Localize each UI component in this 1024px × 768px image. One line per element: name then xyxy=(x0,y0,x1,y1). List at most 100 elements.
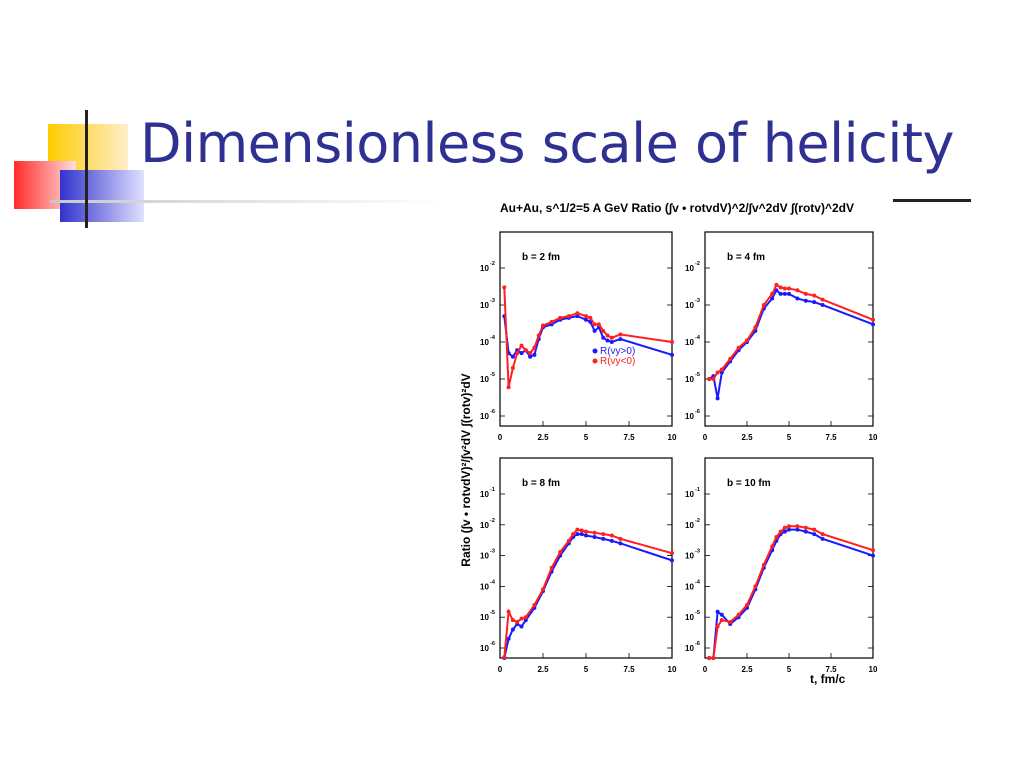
data-point xyxy=(549,565,554,570)
data-point xyxy=(592,322,597,327)
y-tick-label: 10 xyxy=(685,613,694,622)
y-tick-exponent: -5 xyxy=(695,372,700,378)
data-point xyxy=(770,291,775,296)
data-point xyxy=(579,528,584,533)
data-point xyxy=(753,584,758,589)
panel-title: b = 4 fm xyxy=(727,252,765,263)
y-tick-exponent: -6 xyxy=(695,641,700,647)
x-tick-label: 10 xyxy=(869,433,878,442)
data-point xyxy=(575,532,580,537)
y-tick-label: 10 xyxy=(480,375,489,384)
data-point xyxy=(609,533,614,538)
data-point xyxy=(618,337,623,342)
data-point xyxy=(519,351,524,356)
panel-title: b = 10 fm xyxy=(727,478,771,489)
data-point xyxy=(753,325,758,330)
data-point xyxy=(609,340,614,344)
x-tick-label: 0 xyxy=(703,665,708,674)
data-point xyxy=(812,527,817,532)
data-point xyxy=(515,619,520,624)
data-point xyxy=(782,525,787,530)
y-tick-exponent: -3 xyxy=(490,549,495,555)
data-point xyxy=(605,338,610,343)
y-tick-label: 10 xyxy=(480,613,489,622)
data-point xyxy=(778,291,783,296)
data-point xyxy=(596,322,601,327)
panel-frame xyxy=(704,231,874,427)
x-tick-label: 7.5 xyxy=(825,433,837,442)
data-point xyxy=(584,529,588,534)
x-tick-label: 2.5 xyxy=(537,433,549,442)
data-point xyxy=(820,532,825,537)
data-point xyxy=(774,282,779,287)
y-tick-exponent: -5 xyxy=(490,372,495,378)
data-point xyxy=(506,609,511,614)
data-point xyxy=(715,609,720,614)
data-point xyxy=(575,527,580,532)
data-point xyxy=(541,587,545,592)
title-underline-right xyxy=(893,199,971,202)
data-point xyxy=(736,345,741,350)
data-point xyxy=(795,524,800,529)
data-point xyxy=(787,527,791,532)
y-tick-label: 10 xyxy=(685,338,694,347)
y-tick-label: 10 xyxy=(685,301,694,310)
data-point xyxy=(592,530,597,535)
y-tick-exponent: -5 xyxy=(490,610,495,616)
x-tick-label: 10 xyxy=(668,433,677,442)
data-point xyxy=(719,618,724,623)
data-point xyxy=(715,370,720,375)
data-point xyxy=(871,553,875,558)
horizontal-rule xyxy=(50,200,446,203)
data-point xyxy=(787,524,791,529)
y-tick-label: 10 xyxy=(480,490,489,499)
y-tick-label: 10 xyxy=(480,338,489,347)
data-point xyxy=(588,315,593,320)
y-tick-label: 10 xyxy=(685,582,694,591)
data-point xyxy=(528,354,533,359)
y-tick-exponent: -6 xyxy=(490,409,495,415)
data-point xyxy=(618,536,623,541)
x-tick-label: 10 xyxy=(668,665,677,674)
data-point xyxy=(795,527,800,532)
data-point xyxy=(571,532,576,537)
y-tick-exponent: -4 xyxy=(695,335,701,341)
data-point xyxy=(707,377,712,381)
data-point xyxy=(871,322,875,327)
y-tick-exponent: -5 xyxy=(695,610,700,616)
data-point xyxy=(566,538,571,543)
data-point xyxy=(532,352,537,357)
data-point xyxy=(728,619,733,624)
data-point xyxy=(812,532,817,537)
data-point xyxy=(515,351,520,356)
data-point xyxy=(745,338,749,343)
data-point xyxy=(795,288,800,293)
y-tick-exponent: -6 xyxy=(695,409,700,415)
x-tick-label: 10 xyxy=(869,665,878,674)
data-point xyxy=(601,335,606,340)
data-point xyxy=(618,332,623,337)
data-point xyxy=(728,356,733,361)
panel-title: b = 8 fm xyxy=(522,478,560,489)
data-point xyxy=(761,562,766,567)
x-tick-label: 2.5 xyxy=(741,665,753,674)
y-tick-exponent: -4 xyxy=(490,335,496,341)
x-tick-label: 2.5 xyxy=(741,433,753,442)
panel-3: 10 -110 -210 -310 -410 -510 -60 2.5 5 7.5 10b = 8 … xyxy=(480,457,677,674)
data-point xyxy=(510,365,515,370)
data-point xyxy=(549,319,554,324)
data-point xyxy=(510,354,515,359)
y-tick-exponent: -3 xyxy=(695,549,700,555)
vertical-rule xyxy=(85,110,88,228)
data-point xyxy=(579,532,584,537)
data-point xyxy=(715,396,720,401)
data-point xyxy=(502,655,507,660)
y-tick-exponent: -1 xyxy=(490,487,495,493)
data-point xyxy=(605,333,610,338)
legend-label: R(vy<0) xyxy=(600,356,635,367)
y-tick-exponent: -2 xyxy=(490,261,495,267)
data-point xyxy=(820,303,825,307)
data-point xyxy=(601,328,606,333)
legend-marker xyxy=(592,358,598,364)
